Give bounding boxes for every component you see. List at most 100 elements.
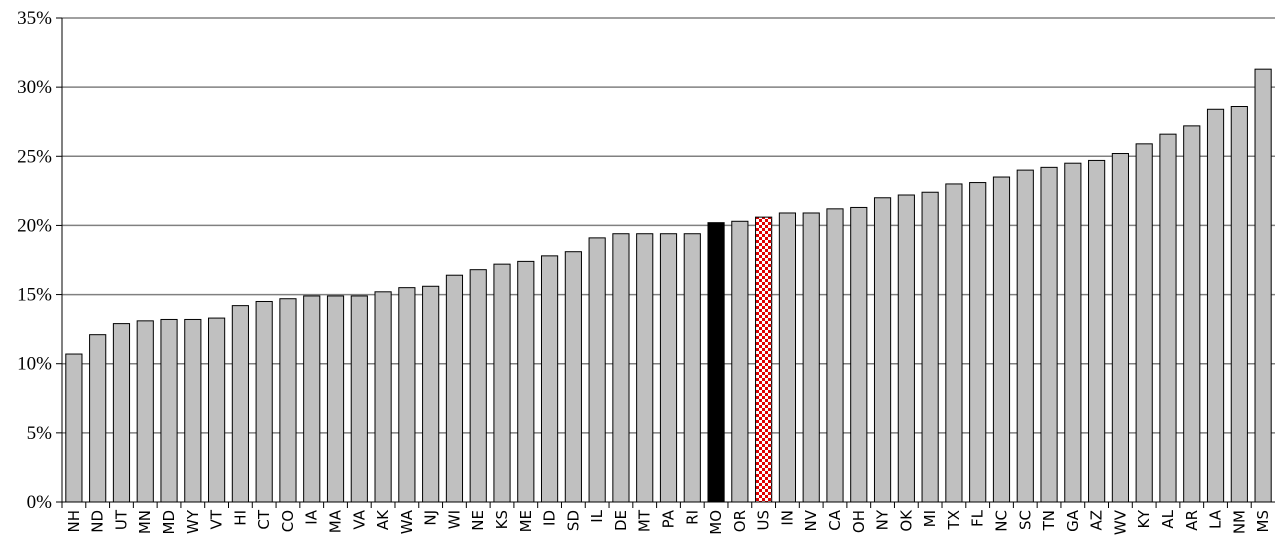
bar-nm xyxy=(1230,106,1248,503)
x-tick-label: KY xyxy=(1135,509,1153,528)
x-tick-label: ID xyxy=(541,510,559,526)
y-axis-ticks: 0% 5% 10% 15% 20% 25% 30% 35% xyxy=(17,8,62,513)
bar-co xyxy=(279,298,297,503)
bar-fl xyxy=(969,182,987,503)
bar-sc xyxy=(1016,169,1034,503)
x-tick-label: MS xyxy=(1254,510,1272,532)
bar-ri xyxy=(683,233,701,503)
x-tick-label: IN xyxy=(778,510,796,526)
x-tick-label: HI xyxy=(231,510,249,526)
bar-wi xyxy=(445,274,464,503)
x-tick-label: WY xyxy=(184,509,202,534)
bar-ut xyxy=(112,323,131,503)
bar-ga xyxy=(1064,162,1082,503)
bar-ks xyxy=(493,263,511,503)
bar-ma xyxy=(326,295,345,503)
x-tick-label: KS xyxy=(493,510,511,529)
bar-id xyxy=(540,255,559,503)
x-tick-label: MA xyxy=(327,509,345,533)
x-tick-label: LA xyxy=(1207,509,1225,529)
bar-va xyxy=(350,295,368,503)
y-tick-label: 30% xyxy=(17,77,52,98)
x-tick-label: AL xyxy=(1159,509,1177,528)
x-tick-label: MN xyxy=(136,510,154,534)
y-tick-label: 0% xyxy=(27,492,53,513)
bar-or xyxy=(731,220,749,503)
bar-ok xyxy=(897,194,915,503)
bar-mi xyxy=(921,191,939,503)
x-tick-label: AZ xyxy=(1088,510,1106,531)
bar-la xyxy=(1206,108,1225,503)
bar-ms xyxy=(1254,68,1272,503)
x-tick-label: NV xyxy=(802,509,820,531)
x-tick-label: OR xyxy=(731,510,749,532)
bar-ct xyxy=(255,300,273,503)
x-tick-label: GA xyxy=(1064,509,1082,532)
bar-il xyxy=(588,237,606,503)
x-tick-label: NC xyxy=(992,510,1010,532)
bar-mt xyxy=(636,233,654,503)
bar-ne xyxy=(469,269,487,503)
y-tick-label: 20% xyxy=(17,215,52,236)
x-tick-label: NY xyxy=(874,509,892,530)
bar-ar xyxy=(1183,125,1201,503)
x-tick-label: CT xyxy=(255,509,273,529)
bar-sd xyxy=(564,251,582,503)
x-tick-label: NH xyxy=(65,510,83,533)
y-tick-label: 25% xyxy=(17,146,52,167)
bar-ak xyxy=(374,291,392,503)
bar-ca xyxy=(826,208,844,503)
x-tick-label: RI xyxy=(683,510,701,525)
x-tick-label: WA xyxy=(398,509,416,534)
bar-wa xyxy=(398,287,416,503)
bar-tn xyxy=(1040,166,1058,503)
bar-wy xyxy=(184,318,202,503)
x-tick-label: UT xyxy=(112,509,130,530)
y-tick-label: 15% xyxy=(17,285,52,306)
bar-de xyxy=(612,233,630,503)
x-tick-label: ME xyxy=(517,510,535,532)
x-tick-label: SC xyxy=(1016,510,1034,530)
x-tick-label: WI xyxy=(445,510,463,529)
x-tick-label: TX xyxy=(945,510,963,530)
x-tick-label: CO xyxy=(279,510,297,532)
bars xyxy=(65,68,1272,503)
bar-ny xyxy=(873,197,892,503)
x-tick-label: AK xyxy=(374,509,392,530)
x-tick-label: WV xyxy=(1111,509,1129,535)
x-tick-label: OH xyxy=(850,510,868,533)
bar-nj xyxy=(422,285,440,503)
y-tick-label: 10% xyxy=(17,354,52,375)
x-tick-label: CA xyxy=(826,509,844,530)
x-tick-label: OK xyxy=(897,509,915,532)
bar-vt xyxy=(208,317,226,503)
bar-in xyxy=(778,212,797,503)
x-tick-label: NM xyxy=(1230,510,1248,534)
bar-hi xyxy=(231,305,249,503)
bar-tx xyxy=(945,183,963,503)
bar-me xyxy=(517,260,535,503)
bar-al xyxy=(1159,133,1177,503)
bar-ia xyxy=(303,295,321,503)
x-tick-label: MD xyxy=(160,510,178,535)
x-tick-label: AR xyxy=(1183,510,1201,531)
x-tick-label: TN xyxy=(1040,510,1058,531)
x-tick-label: DE xyxy=(612,510,630,531)
bar-us xyxy=(755,216,773,503)
bar-md xyxy=(160,318,178,503)
x-tick-label: IA xyxy=(303,509,321,524)
x-tick-label: MT xyxy=(636,509,654,532)
bar-nv xyxy=(802,212,820,503)
bar-nc xyxy=(992,176,1011,503)
bar-nh xyxy=(65,353,83,503)
axes xyxy=(61,18,1275,503)
bar-ky xyxy=(1135,143,1153,503)
x-tick-label: FL xyxy=(969,509,987,527)
y-tick-label: 5% xyxy=(27,423,53,444)
bar-pa xyxy=(659,233,678,503)
x-axis-labels: NH ND UT MN MD WY VT HI CT CO IA MA VA AK WA NJ WI NE KS ME… xyxy=(61,502,1272,535)
x-tick-label: VA xyxy=(350,509,368,529)
x-tick-label: NE xyxy=(469,510,487,531)
x-tick-label: ND xyxy=(89,510,107,533)
